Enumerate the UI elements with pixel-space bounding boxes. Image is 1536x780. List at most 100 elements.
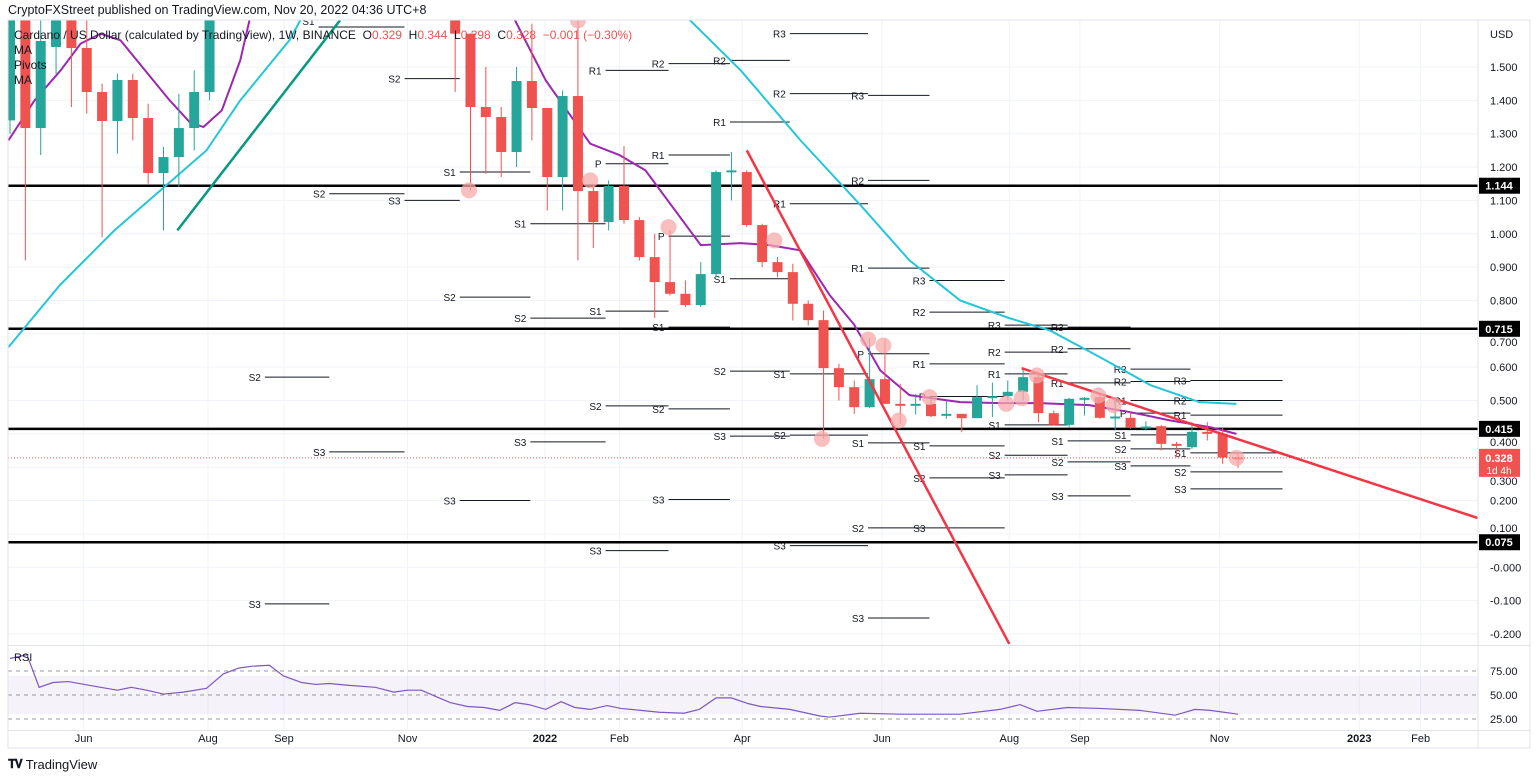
candle-down [833, 368, 844, 388]
rsi-line [9, 653, 1239, 718]
candle-down [649, 257, 660, 283]
time-tick-label: Nov [1210, 733, 1230, 745]
pivot-label: R2 [1174, 397, 1187, 408]
pivot-label: S3 [313, 448, 326, 459]
candle-up [35, 40, 46, 129]
pivot-label: S3 [913, 524, 926, 535]
rsi-pane: RSI [8, 652, 1478, 720]
current-price-box [1479, 448, 1520, 477]
rsi-tick-label: 75.00 [1490, 666, 1518, 678]
footer: 𝐓𝐕 TradingView [8, 757, 97, 772]
highlight-marker [875, 337, 892, 354]
level-label-box [1479, 177, 1520, 194]
candle-up [711, 172, 722, 275]
highlight-marker [766, 232, 783, 249]
pivot-label: S1 [1051, 437, 1064, 448]
pivot-label: S1 [913, 442, 926, 453]
price-tick-label: 0.800 [1490, 295, 1518, 307]
highlight-marker [860, 331, 877, 348]
candle-up [1140, 426, 1151, 429]
candle-down [1217, 433, 1228, 458]
pivot-label: S3 [1051, 492, 1064, 503]
pivot-label: S2 [388, 75, 401, 86]
candle-down [1156, 426, 1167, 444]
candle-down [926, 403, 936, 417]
pivot-label: S3 [714, 432, 727, 443]
candle-down [1125, 417, 1136, 428]
highlight-marker [1228, 449, 1245, 466]
pivot-label: S3 [388, 196, 401, 207]
candle-up [557, 96, 568, 178]
time-tick-label: Apr [734, 733, 751, 745]
pivot-label: S3 [852, 614, 865, 625]
price-axis: 1.500 1.400 1.300 1.200 1.100 1.000 0.900 0.800… [1479, 29, 1521, 726]
high-value: 0.344 [417, 28, 448, 42]
pivot-label: S2 [988, 451, 1001, 462]
symbol-legend-row[interactable]: Cardano / US Dollar (calculated by Tradi… [14, 28, 632, 43]
candle-down [1048, 413, 1059, 425]
pivot-label: P [1120, 409, 1127, 420]
pivot-label: S2 [313, 190, 326, 201]
highlight-marker [890, 412, 907, 429]
candle-down [465, 33, 476, 108]
highlight-marker [814, 430, 831, 447]
candle-down [619, 186, 629, 221]
level-label: 0.715 [1485, 324, 1513, 336]
highlight-marker [1105, 397, 1122, 414]
time-tick-label: Feb [1411, 733, 1430, 745]
candle-down [66, 20, 77, 48]
price-tick-label: 1.300 [1490, 129, 1518, 141]
change-value: −0.001 (−0.30%) [542, 28, 633, 42]
pivot-label: R2 [713, 56, 726, 67]
pivot-label: S3 [249, 600, 262, 611]
candle-down [757, 225, 768, 263]
price-tick-label: 0.900 [1490, 262, 1518, 274]
candle-down [450, 20, 461, 34]
level-label-box [1479, 420, 1520, 437]
indicator-ma-slow[interactable]: MA [14, 73, 32, 87]
candle-up [910, 403, 921, 406]
pivot-label: S1 [589, 307, 602, 318]
pivot-label: S2 [1051, 458, 1064, 469]
footer-brand[interactable]: TradingView [25, 757, 98, 772]
pivot-label: P [857, 350, 864, 361]
candle-down [1094, 397, 1105, 418]
price-tick-label: 1.100 [1490, 195, 1518, 207]
candle-down [97, 92, 108, 122]
pivot-label: S2 [1114, 445, 1127, 456]
price-tick-label: 0.200 [1490, 496, 1518, 508]
candle-up [695, 274, 706, 306]
pivot-label: S3 [514, 438, 527, 449]
pivot-label: R1 [913, 360, 926, 371]
candle-up [941, 413, 952, 416]
highlight-marker [998, 395, 1015, 412]
pivot-label: S2 [514, 314, 527, 325]
candle-down [803, 303, 814, 321]
time-tick-label: 2022 [533, 733, 557, 745]
chart-frame [7, 19, 1531, 749]
indicator-ma-fast[interactable]: MA [14, 43, 32, 57]
pivot-label: S1 [774, 370, 787, 381]
candle-down [1202, 431, 1213, 434]
price-tick-label: 0.300 [1490, 476, 1518, 488]
level-label: 1.144 [1485, 181, 1513, 193]
level-label-box [1479, 320, 1520, 337]
pivot-label: R1 [1051, 379, 1064, 390]
uptrend-trendline [176, 20, 342, 232]
indicator-pivots[interactable]: Pivots [14, 58, 47, 72]
pivot-label: R2 [913, 308, 926, 319]
price-tick-label: 1.000 [1490, 229, 1518, 241]
candle-up [987, 396, 998, 399]
highlight-marker [1013, 390, 1030, 407]
candle-down [849, 387, 860, 408]
pivot-label: R3 [988, 321, 1001, 332]
candle-up [204, 20, 215, 93]
price-tick-label: 1.200 [1490, 162, 1518, 174]
time-tick-label: Sep [274, 733, 294, 745]
candle-up [173, 128, 184, 158]
time-axis: Jun Aug Sep Nov 2022 Feb Apr Jun Aug Sep Nov 2023 Fe… [75, 733, 1430, 745]
highlight-marker [660, 219, 677, 236]
pivot-label: S1 [1174, 449, 1187, 460]
level-label: 0.415 [1485, 424, 1513, 436]
